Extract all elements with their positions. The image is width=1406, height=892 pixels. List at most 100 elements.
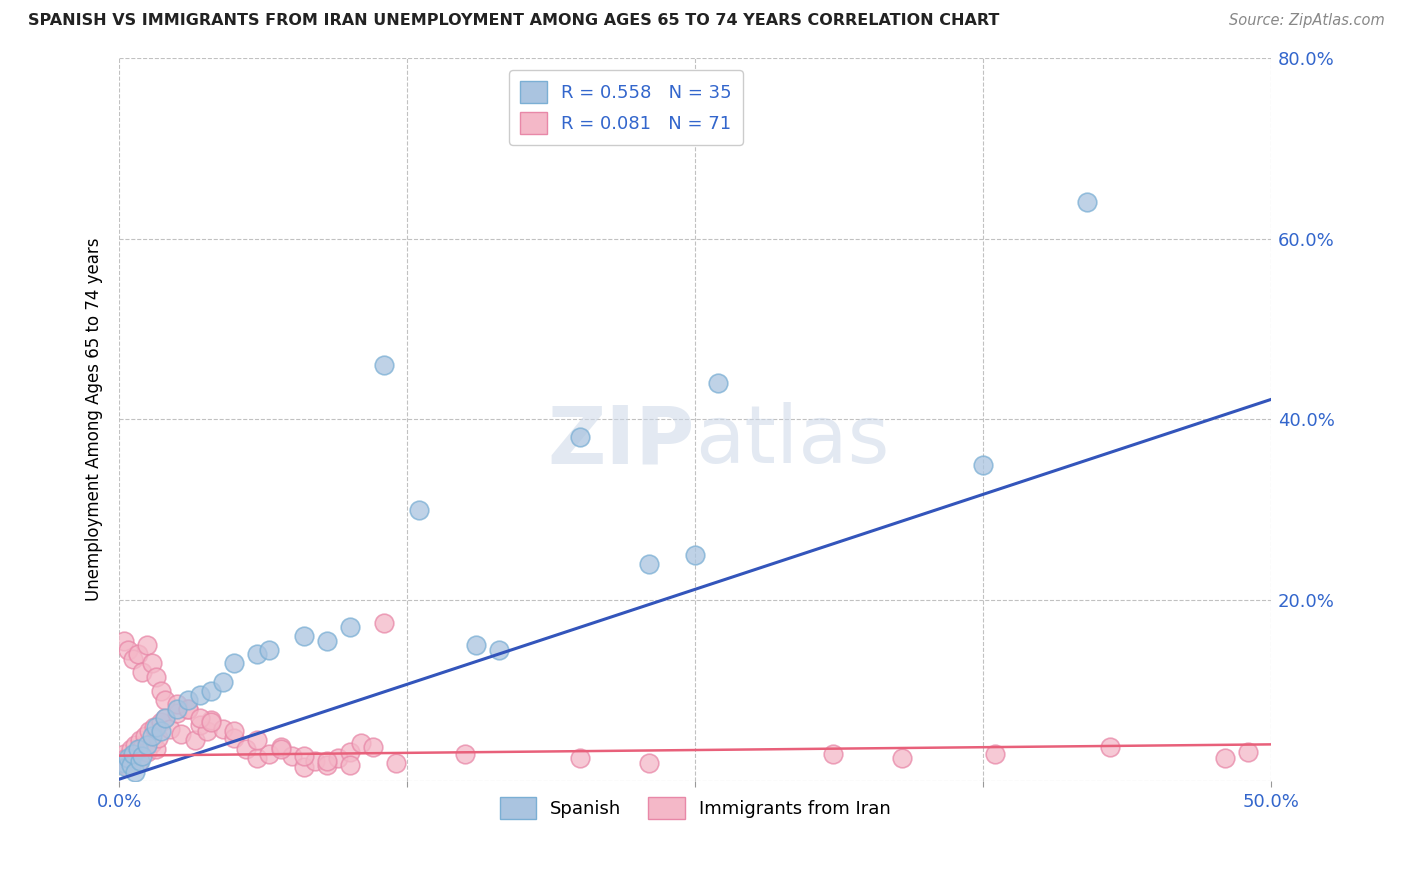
Point xyxy=(145,720,167,734)
Point xyxy=(170,727,193,741)
Point xyxy=(112,747,135,761)
Point xyxy=(120,757,142,772)
Point xyxy=(142,720,165,734)
Point xyxy=(1237,745,1260,759)
Point xyxy=(177,701,200,715)
Point xyxy=(177,692,200,706)
Point xyxy=(315,757,337,772)
Y-axis label: Unemployment Among Ages 65 to 74 years: Unemployment Among Ages 65 to 74 years xyxy=(86,237,103,601)
Point xyxy=(212,722,235,736)
Point xyxy=(188,711,211,725)
Point xyxy=(292,760,315,774)
Point xyxy=(127,742,149,756)
Point xyxy=(155,711,177,725)
Point xyxy=(339,745,361,759)
Point xyxy=(149,715,172,730)
Point xyxy=(246,648,269,662)
Point xyxy=(350,736,373,750)
Point xyxy=(315,633,337,648)
Point xyxy=(224,731,246,745)
Point xyxy=(1213,751,1236,765)
Text: SPANISH VS IMMIGRANTS FROM IRAN UNEMPLOYMENT AMONG AGES 65 TO 74 YEARS CORRELATI: SPANISH VS IMMIGRANTS FROM IRAN UNEMPLOY… xyxy=(28,13,1000,29)
Point xyxy=(120,742,142,756)
Point xyxy=(361,739,384,754)
Point xyxy=(638,557,661,571)
Point xyxy=(112,756,135,770)
Point xyxy=(326,751,349,765)
Point xyxy=(246,733,269,747)
Point xyxy=(465,639,488,653)
Point xyxy=(127,648,149,662)
Point xyxy=(212,674,235,689)
Point xyxy=(1098,739,1121,754)
Point xyxy=(129,754,152,768)
Point xyxy=(122,652,145,666)
Point xyxy=(292,748,315,763)
Point xyxy=(823,747,845,761)
Point xyxy=(188,718,211,732)
Point xyxy=(188,688,211,702)
Point xyxy=(135,738,157,752)
Point xyxy=(131,739,153,754)
Point xyxy=(135,639,157,653)
Point xyxy=(166,706,188,721)
Legend: Spanish, Immigrants from Iran: Spanish, Immigrants from Iran xyxy=(492,789,898,826)
Point xyxy=(129,733,152,747)
Point xyxy=(983,747,1005,761)
Point xyxy=(145,742,167,756)
Point xyxy=(454,747,477,761)
Point xyxy=(124,738,146,752)
Point xyxy=(141,657,163,671)
Point xyxy=(141,729,163,743)
Point xyxy=(112,633,135,648)
Point xyxy=(166,697,188,711)
Point xyxy=(200,713,222,727)
Point xyxy=(891,751,914,765)
Point xyxy=(138,724,160,739)
Point xyxy=(292,629,315,643)
Point xyxy=(270,742,292,756)
Point xyxy=(200,683,222,698)
Point xyxy=(135,745,157,759)
Point xyxy=(141,736,163,750)
Text: Source: ZipAtlas.com: Source: ZipAtlas.com xyxy=(1229,13,1385,29)
Point xyxy=(339,620,361,634)
Point xyxy=(568,751,591,765)
Point xyxy=(1076,195,1098,210)
Point xyxy=(122,748,145,763)
Point xyxy=(149,724,172,739)
Point xyxy=(122,747,145,761)
Point xyxy=(384,756,406,770)
Point xyxy=(155,692,177,706)
Point xyxy=(315,754,337,768)
Point xyxy=(638,756,661,770)
Point xyxy=(131,665,153,680)
Point xyxy=(257,643,280,657)
Point xyxy=(200,715,222,730)
Point xyxy=(972,458,994,472)
Point xyxy=(257,747,280,761)
Point xyxy=(195,724,218,739)
Point xyxy=(304,754,326,768)
Point xyxy=(224,724,246,739)
Point xyxy=(281,748,304,763)
Point xyxy=(127,756,149,770)
Point xyxy=(683,548,706,562)
Point xyxy=(148,731,170,745)
Point xyxy=(117,643,139,657)
Point xyxy=(270,739,292,754)
Point xyxy=(235,742,257,756)
Point xyxy=(339,757,361,772)
Point xyxy=(159,722,181,736)
Point xyxy=(707,376,730,391)
Point xyxy=(145,670,167,684)
Point xyxy=(134,729,156,743)
Point xyxy=(124,764,146,779)
Point xyxy=(408,502,430,516)
Point xyxy=(177,701,200,715)
Point xyxy=(155,711,177,725)
Point xyxy=(224,657,246,671)
Point xyxy=(568,430,591,444)
Point xyxy=(149,683,172,698)
Point xyxy=(117,751,139,765)
